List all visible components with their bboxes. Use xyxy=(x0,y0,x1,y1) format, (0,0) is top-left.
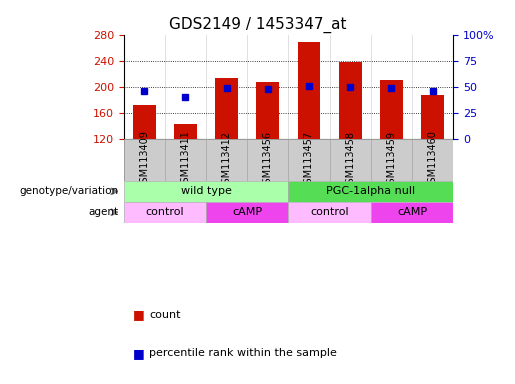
Text: GSM113457: GSM113457 xyxy=(304,131,314,190)
Text: genotype/variation: genotype/variation xyxy=(20,186,118,196)
Bar xyxy=(206,202,288,223)
Text: GSM113456: GSM113456 xyxy=(263,131,273,189)
Text: GSM113409: GSM113409 xyxy=(139,131,149,189)
Bar xyxy=(412,139,453,181)
Bar xyxy=(124,139,165,181)
Bar xyxy=(330,139,371,181)
Bar xyxy=(165,139,206,181)
Bar xyxy=(371,139,412,181)
Text: cAMP: cAMP xyxy=(397,207,427,217)
Bar xyxy=(371,202,453,223)
Bar xyxy=(256,82,279,139)
Text: GDS2149 / 1453347_at: GDS2149 / 1453347_at xyxy=(169,17,346,33)
Text: GSM113411: GSM113411 xyxy=(180,131,191,189)
Bar xyxy=(421,95,444,139)
Text: percentile rank within the sample: percentile rank within the sample xyxy=(149,348,337,358)
Bar xyxy=(133,105,156,139)
Text: control: control xyxy=(145,207,184,217)
Text: PGC-1alpha null: PGC-1alpha null xyxy=(326,186,416,196)
Bar xyxy=(124,181,288,202)
Text: GSM113412: GSM113412 xyxy=(221,131,232,189)
Bar xyxy=(380,80,403,139)
Bar xyxy=(215,78,238,139)
Bar xyxy=(174,124,197,139)
Text: ■: ■ xyxy=(133,308,145,321)
Text: agent: agent xyxy=(89,207,118,217)
Text: GSM113460: GSM113460 xyxy=(427,131,438,189)
Bar xyxy=(247,139,288,181)
Bar xyxy=(206,139,247,181)
Bar xyxy=(288,139,330,181)
Bar xyxy=(339,62,362,139)
Bar xyxy=(298,42,320,139)
Text: ■: ■ xyxy=(133,347,145,360)
Text: count: count xyxy=(149,310,181,320)
Text: control: control xyxy=(310,207,349,217)
Text: GSM113459: GSM113459 xyxy=(386,131,397,189)
Bar xyxy=(288,181,453,202)
Text: wild type: wild type xyxy=(181,186,231,196)
Bar xyxy=(124,202,206,223)
Text: GSM113458: GSM113458 xyxy=(345,131,355,189)
Text: cAMP: cAMP xyxy=(232,207,262,217)
Bar xyxy=(288,202,371,223)
